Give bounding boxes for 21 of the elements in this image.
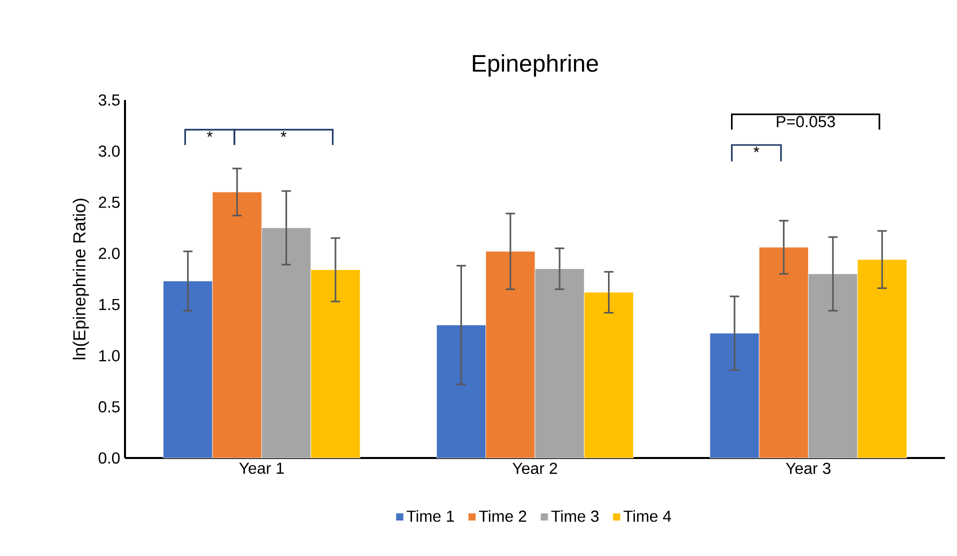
x-tick-label: Year 3	[786, 462, 830, 474]
y-tick-label: 1.5	[99, 298, 120, 310]
y-axis-title: ln(Epinephrine Ratio)	[72, 198, 89, 360]
y-tick-label: 2.0	[98, 248, 120, 260]
chart-title: Epinephrine	[472, 54, 598, 77]
x-tick-label: Year 2	[512, 462, 558, 474]
legend-label: Time 4	[624, 510, 672, 522]
x-tick-label: Year 1	[239, 462, 284, 474]
legend-label: Time 3	[551, 510, 599, 522]
y-tick-label: 0.0	[98, 452, 120, 464]
annotation: *	[280, 131, 286, 137]
y-tick-label: 2.5	[98, 196, 120, 208]
y-tick-label: 0.5	[98, 401, 120, 412]
y-tick-label: 3.0	[98, 145, 120, 157]
legend-label: Time 2	[479, 510, 526, 522]
legend-label: Time 1	[406, 510, 454, 522]
y-tick-label: 3.5	[98, 94, 120, 106]
annotation: P=0.053	[776, 116, 835, 128]
annotation: *	[754, 146, 760, 152]
y-tick-label: 1.0	[99, 350, 120, 362]
annotation: *	[206, 131, 213, 137]
